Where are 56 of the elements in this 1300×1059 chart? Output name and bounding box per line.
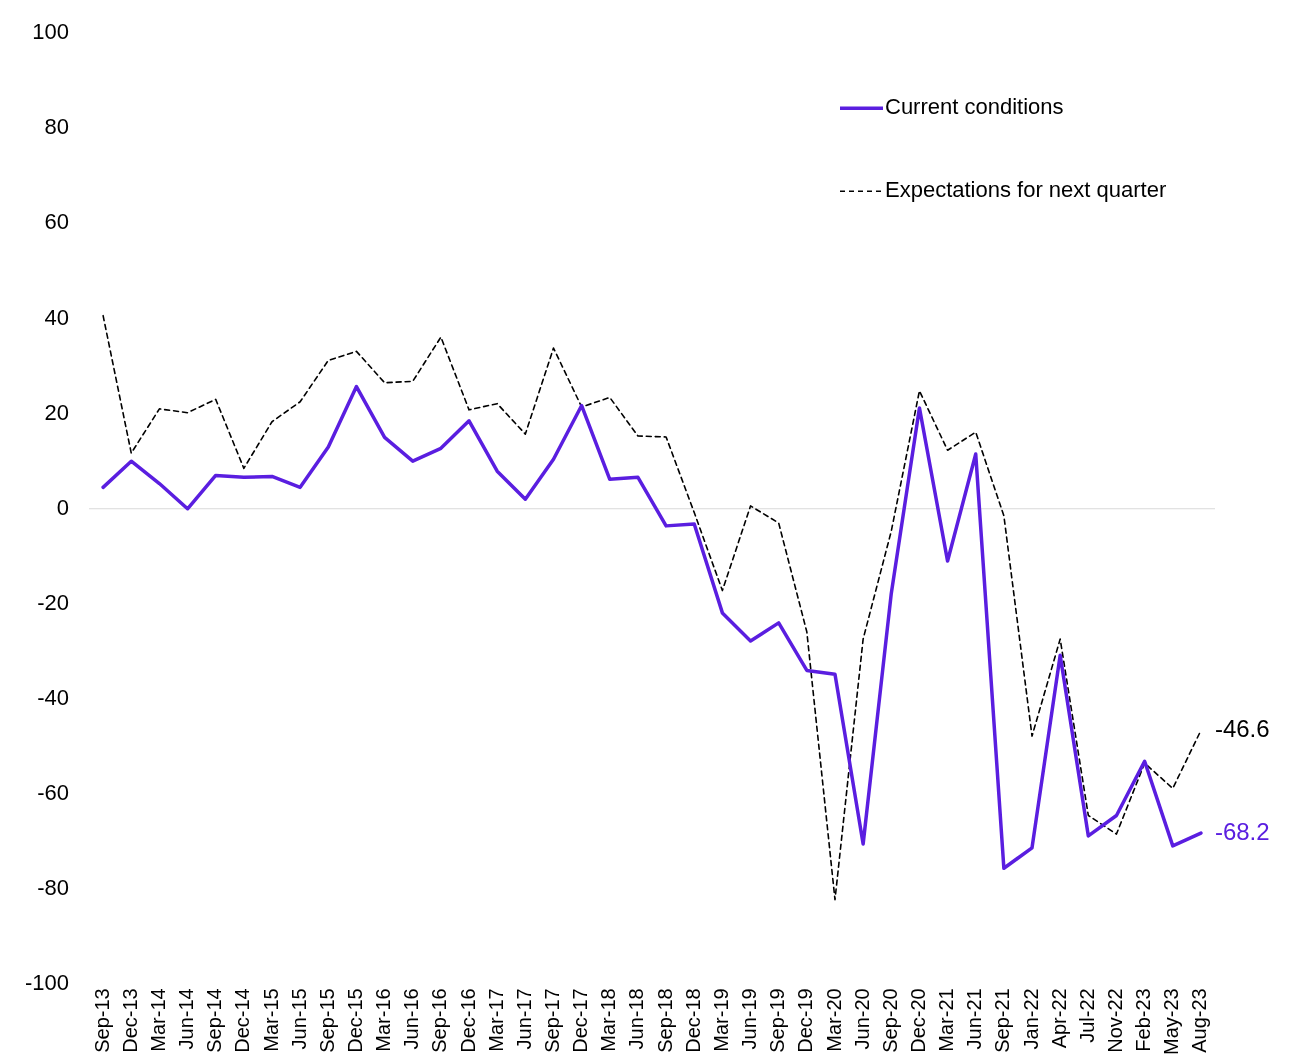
data-label: -46.6	[1214, 714, 1270, 742]
data-label: -68.2	[1214, 817, 1270, 845]
y-tick-label: 40	[44, 304, 70, 330]
x-tick-label: Sep-20	[878, 988, 901, 1053]
line-series	[102, 314, 1202, 901]
x-tick-label: Sep-16	[428, 988, 451, 1053]
y-tick-label: 60	[44, 209, 70, 235]
x-tick-label: Mar-21	[935, 988, 958, 1052]
legend-label: Expectations for next quarter	[885, 177, 1167, 203]
x-tick-label: Dec-20	[906, 988, 929, 1053]
x-tick-label: Dec-14	[231, 988, 254, 1053]
x-tick-label: Sep-14	[203, 988, 226, 1053]
x-tick-label: May-23	[1160, 988, 1183, 1056]
x-tick-label: Mar-19	[709, 988, 732, 1052]
x-tick-label: Feb-23	[1132, 988, 1155, 1052]
x-tick-label: Jun-16	[400, 988, 423, 1050]
x-tick-label: Jun-15	[287, 988, 310, 1050]
x-tick-label: Sep-19	[766, 988, 789, 1053]
x-tick-label: Nov-22	[1103, 988, 1126, 1053]
x-tick-label: Mar-15	[259, 988, 282, 1052]
x-tick-label: Jun-18	[625, 988, 648, 1050]
y-tick-label: -80	[37, 875, 70, 901]
x-tick-label: Jul-22	[1075, 988, 1098, 1043]
y-tick-label: -60	[37, 780, 70, 806]
x-tick-label: Mar-14	[146, 988, 169, 1052]
x-tick-label: Dec-13	[118, 988, 141, 1053]
x-tick-label: Dec-16	[456, 988, 479, 1053]
x-tick-label: Jan-22	[1019, 988, 1042, 1050]
x-tick-label: Sep-17	[541, 988, 564, 1053]
x-tick-label: Mar-16	[372, 988, 395, 1052]
x-tick-label: Mar-20	[822, 988, 845, 1052]
x-tick-label: Dec-17	[569, 988, 592, 1053]
x-tick-label: Sep-15	[315, 988, 338, 1053]
legend-label: Current conditions	[885, 94, 1064, 120]
x-tick-label: Dec-19	[794, 988, 817, 1053]
y-tick-label: 100	[32, 19, 70, 45]
x-tick-label: Jun-20	[850, 988, 873, 1050]
x-tick-label: Sep-21	[991, 988, 1014, 1053]
y-tick-label: -40	[37, 685, 70, 711]
x-tick-label: Jun-14	[175, 988, 198, 1050]
x-tick-label: Apr-22	[1047, 988, 1070, 1049]
y-tick-label: -20	[37, 589, 70, 615]
y-tick-label: 0	[56, 494, 70, 520]
y-tick-label: -100	[24, 970, 70, 996]
x-tick-label: Sep-18	[653, 988, 676, 1053]
x-tick-label: Sep-13	[90, 988, 113, 1053]
x-tick-label: Dec-18	[681, 988, 704, 1053]
x-tick-label: Dec-15	[343, 988, 366, 1053]
x-tick-label: Mar-18	[597, 988, 620, 1052]
x-tick-label: Mar-17	[484, 988, 507, 1052]
x-tick-label: Jun-17	[512, 988, 535, 1050]
x-tick-label: Aug-23	[1188, 988, 1211, 1053]
x-tick-label: Jun-19	[738, 988, 761, 1050]
x-tick-label: Jun-21	[963, 988, 986, 1050]
y-tick-label: 20	[44, 399, 70, 425]
y-tick-label: 80	[44, 114, 70, 140]
